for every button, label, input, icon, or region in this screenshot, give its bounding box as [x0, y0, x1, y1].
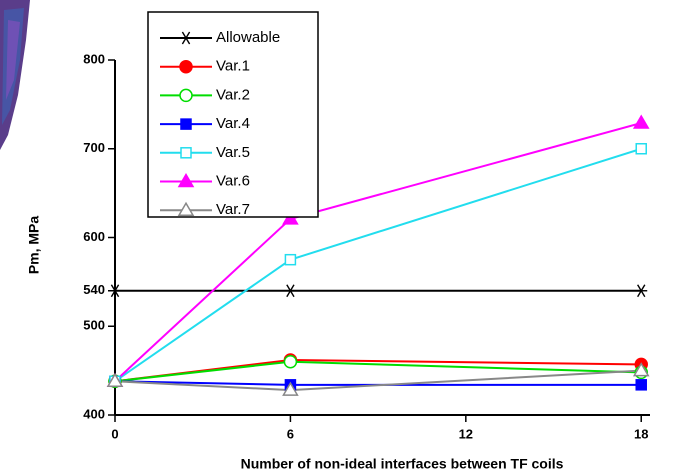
y-tick-label: 400 [83, 406, 105, 421]
x-tick-label: 0 [111, 426, 118, 441]
legend-label: Var.1 [216, 58, 250, 75]
y-tick-label: 600 [83, 229, 105, 244]
series-line [115, 362, 641, 382]
data-point [285, 255, 295, 265]
data-point [284, 356, 296, 368]
legend-label: Var.7 [216, 201, 250, 218]
y-tick-label: 700 [83, 140, 105, 155]
legend-marker [180, 61, 192, 73]
y-tick-label: 540 [83, 282, 105, 297]
data-point [636, 380, 646, 390]
legend-label: Var.2 [216, 86, 250, 103]
x-tick-label: 18 [634, 426, 648, 441]
data-point [636, 144, 646, 154]
legend-marker [181, 119, 191, 129]
data-point [635, 285, 647, 297]
y-tick-label: 800 [83, 51, 105, 66]
legend-marker [181, 148, 191, 158]
legend-label: Var.6 [216, 172, 250, 189]
chart: Number of non-ideal interfaces between T… [0, 0, 677, 475]
y-tick-label: 500 [83, 318, 105, 333]
legend: Allowable Var.1 Var.2 Var.4 Var.5 Var.6 Var.7 [148, 12, 318, 218]
legend-label: Var.5 [216, 144, 250, 161]
series-line [115, 371, 641, 391]
data-point [634, 116, 648, 128]
x-axis-label: Number of non-ideal interfaces between T… [241, 456, 564, 472]
legend-label: Var.4 [216, 115, 250, 132]
background-image-fragment [0, 0, 30, 150]
x-tick-label: 6 [287, 426, 294, 441]
y-axis-label: Pm, MPa [26, 216, 42, 275]
data-point [284, 285, 296, 297]
legend-label: Allowable [216, 29, 280, 46]
legend-marker [180, 89, 192, 101]
x-tick-label: 12 [459, 426, 473, 441]
